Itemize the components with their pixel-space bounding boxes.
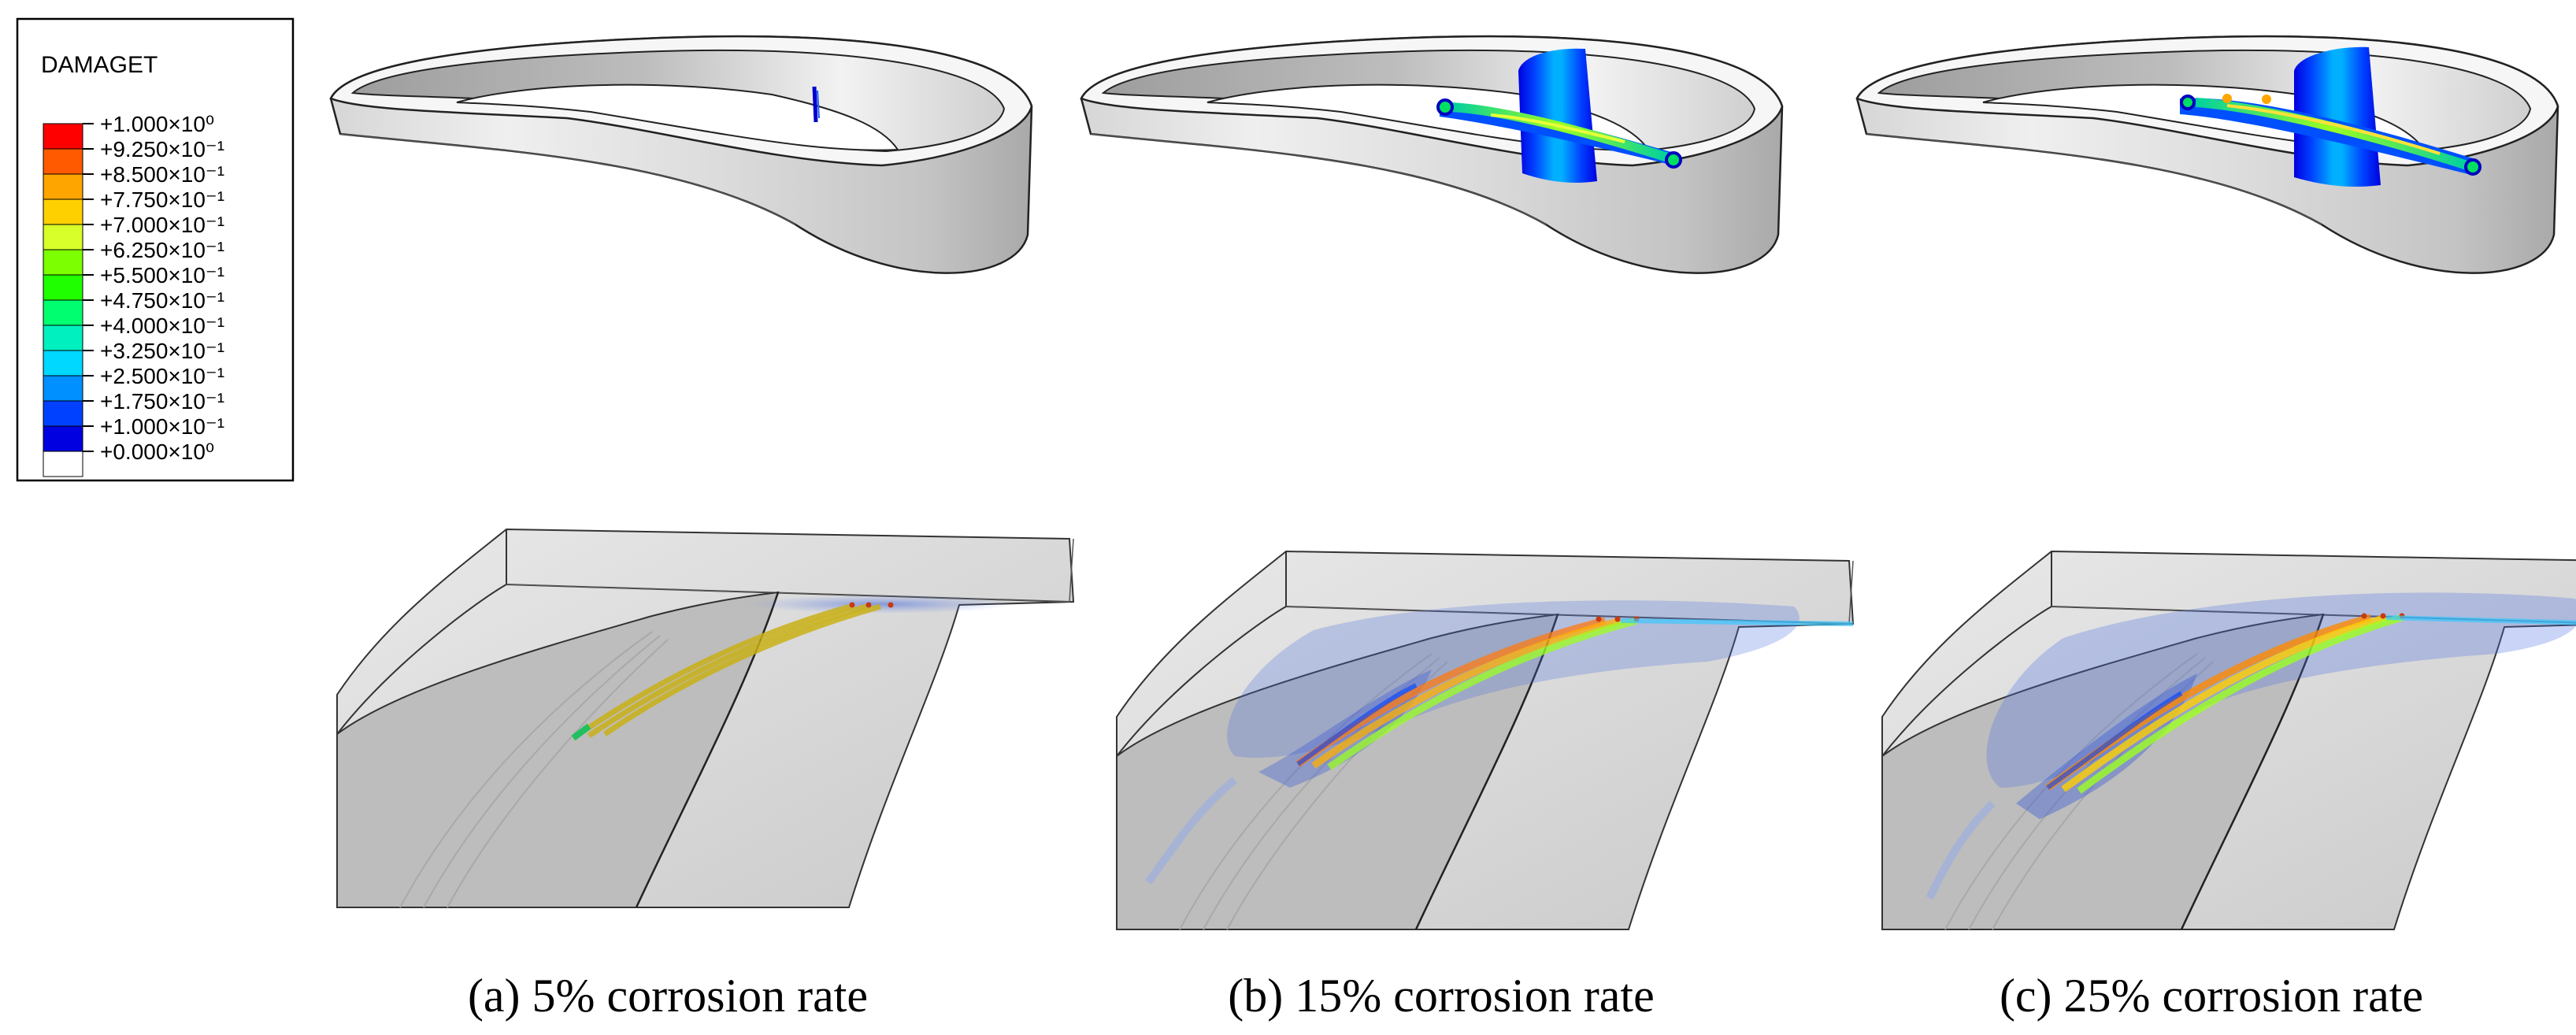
legend-swatch [43, 350, 83, 377]
ring-model-b [1080, 35, 1784, 274]
legend-label: +7.000×10⁻¹ [100, 213, 224, 237]
legend-swatch [43, 375, 83, 402]
legend-label: +4.750×10⁻¹ [100, 288, 224, 313]
legend-label: +2.500×10⁻¹ [100, 364, 224, 388]
legend-label: +0.000×10⁰ [100, 440, 214, 464]
legend-swatch [43, 148, 83, 175]
legend-swatch [43, 299, 83, 326]
legend-swatch [43, 400, 83, 427]
ring-model-c [1855, 35, 2559, 274]
legend-swatches [43, 123, 94, 477]
legend-swatch [43, 325, 83, 351]
legend-label: +1.750×10⁻¹ [100, 389, 224, 414]
legend-swatch [43, 198, 83, 225]
section-model-b [1115, 550, 1855, 931]
legend-label: +1.000×10⁰ [100, 112, 214, 136]
legend-label: +6.250×10⁻¹ [100, 238, 224, 262]
legend-swatch [43, 224, 83, 250]
panel-b [1080, 35, 1855, 931]
legend-swatch [43, 274, 83, 301]
panel-c [1855, 35, 2576, 931]
legend-labels: +1.000×10⁰+9.250×10⁻¹+8.500×10⁻¹+7.750×1… [100, 112, 224, 464]
legend-label: +5.500×10⁻¹ [100, 263, 224, 288]
legend-title: DAMAGET [41, 52, 158, 78]
legend-swatch [43, 249, 83, 276]
legend: DAMAGET +1.000×10⁰+9.250×10⁻¹+8.500×10⁻¹… [16, 17, 295, 482]
legend-swatch [43, 451, 83, 477]
section-model-a [335, 528, 1075, 909]
panel-a [329, 35, 1075, 909]
legend-swatch [43, 123, 83, 150]
ring-model-a [329, 35, 1033, 274]
caption-b: (b) 15% corrosion rate [1228, 970, 1654, 1022]
legend-label: +7.750×10⁻¹ [100, 187, 224, 212]
legend-label: +9.250×10⁻¹ [100, 137, 224, 161]
caption-c: (c) 25% corrosion rate [2000, 970, 2423, 1022]
legend-swatch [43, 425, 83, 452]
caption-a: (a) 5% corrosion rate [468, 970, 868, 1022]
legend-label: +1.000×10⁻¹ [100, 414, 224, 439]
legend-label: +4.000×10⁻¹ [100, 313, 224, 338]
legend-label: +3.250×10⁻¹ [100, 339, 224, 363]
section-model-c [1881, 550, 2576, 931]
legend-swatch [43, 173, 83, 200]
legend-label: +8.500×10⁻¹ [100, 162, 224, 187]
